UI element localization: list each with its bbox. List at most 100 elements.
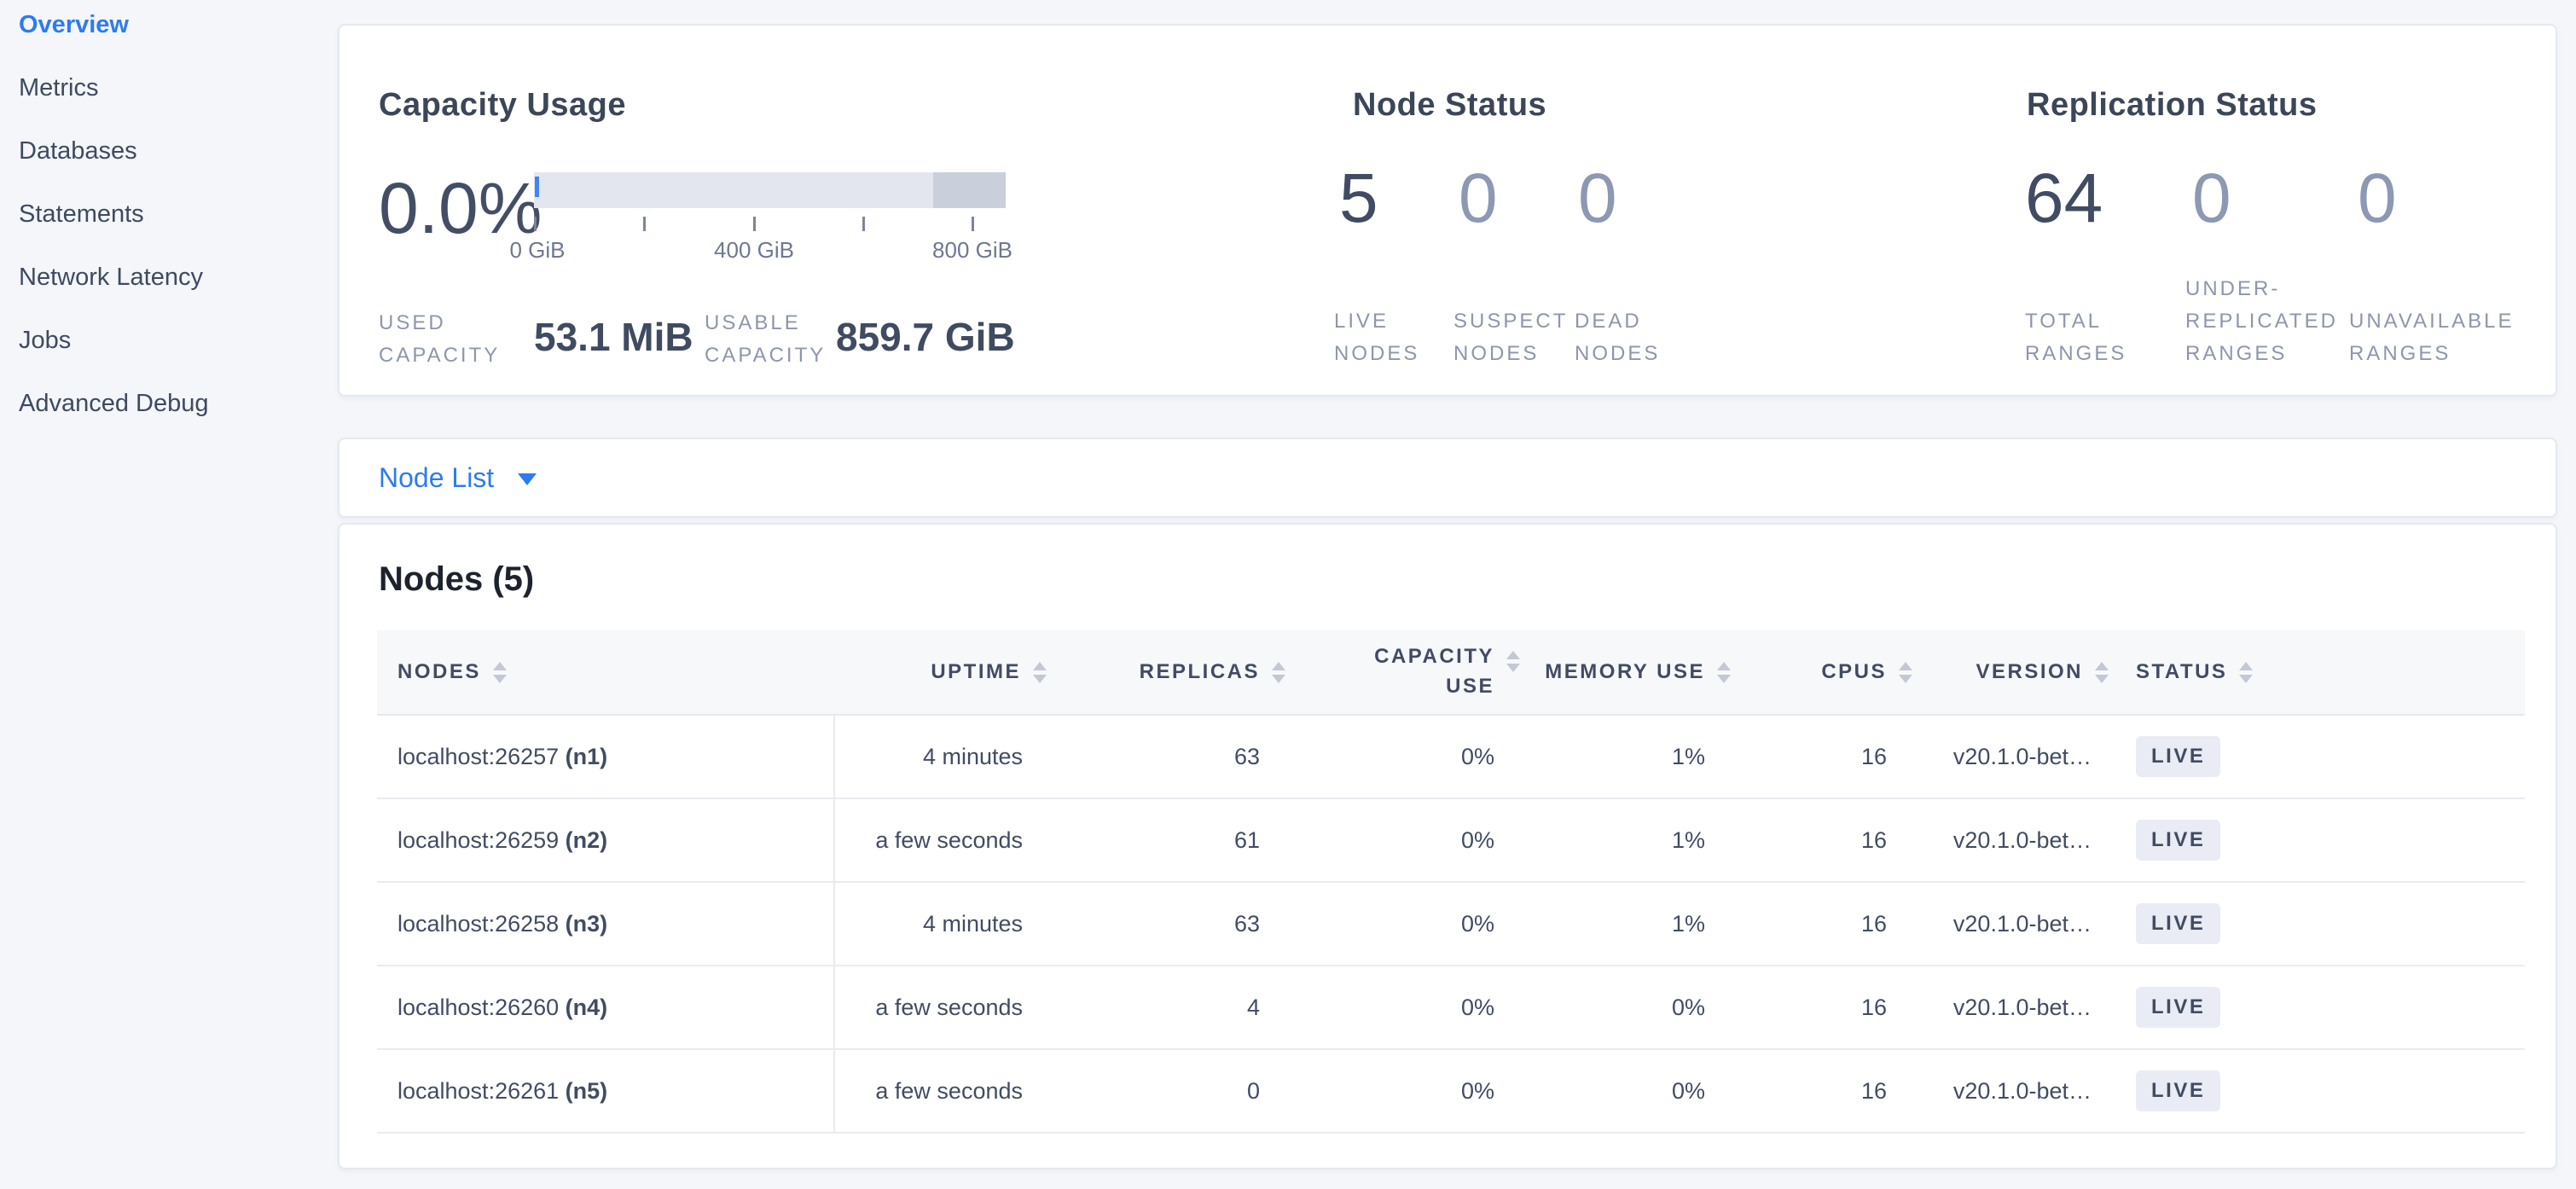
- status-badge: LIVE: [2136, 903, 2221, 944]
- used-capacity-label: USED CAPACITY: [379, 311, 501, 367]
- cell-replicas: 0: [1246, 1077, 1260, 1104]
- column-label: NODES: [397, 659, 481, 683]
- sidebar-item-advanced-debug[interactable]: Advanced Debug: [19, 390, 209, 417]
- node-link[interactable]: localhost:26258 (n3): [397, 911, 607, 937]
- sidebar-item-jobs[interactable]: Jobs: [19, 327, 72, 354]
- column-header-status[interactable]: STATUS: [2109, 630, 2525, 714]
- nodes-section-title: Nodes (5): [379, 560, 535, 598]
- axis-label-0: 0 GiB: [509, 237, 566, 263]
- status-badge: LIVE: [2136, 1070, 2221, 1111]
- cell-memory-use: 0%: [1671, 994, 1705, 1020]
- cell-cpus: 16: [1860, 1077, 1887, 1104]
- column-header-uptime[interactable]: UPTIME: [833, 630, 1047, 714]
- node-name-cell: localhost:26261 (n5): [377, 1078, 833, 1104]
- node-list-dropdown-label: Node List: [379, 462, 495, 493]
- node-id: (n2): [565, 826, 608, 853]
- sort-icon: [2239, 661, 2254, 683]
- nodes-card: Nodes (5) NODES UPTIME REPLICAS CAPACITY…: [338, 523, 2557, 1169]
- cell-uptime: a few seconds: [833, 1050, 1047, 1132]
- node-id: (n4): [565, 994, 608, 1020]
- sort-icon: [492, 661, 507, 683]
- capacity-bar-dark-segment: [933, 172, 1006, 208]
- column-header-memory-use[interactable]: MEMORY USE: [1520, 630, 1731, 714]
- table-row: localhost:26257 (n1) 4 minutes 63 0% 1% …: [377, 716, 2525, 799]
- cell-version: v20.1.0-bet…: [1952, 1077, 2092, 1104]
- cell-capacity-use: 0%: [1460, 826, 1494, 853]
- usable-capacity-label: USABLE CAPACITY: [705, 311, 827, 367]
- node-link[interactable]: localhost:26261 (n5): [397, 1078, 607, 1104]
- nodes-table: NODES UPTIME REPLICAS CAPACITY USE MEMOR…: [377, 630, 2525, 1134]
- capacity-used-percent: 0.0%: [379, 168, 542, 248]
- cluster-summary-card: Capacity Usage 0.0% 0 GiB 400 GiB 800 Gi…: [338, 24, 2557, 397]
- sidebar: Overview Metrics Databases Statements Ne…: [0, 0, 338, 435]
- cell-status: LIVE: [2109, 903, 2525, 944]
- node-name-cell: localhost:26257 (n1): [377, 745, 833, 768]
- node-address: localhost:26257: [397, 743, 560, 769]
- capacity-usage-title: Capacity Usage: [379, 87, 627, 123]
- node-status-title: Node Status: [1353, 87, 1547, 123]
- sidebar-item-overview[interactable]: Overview: [19, 11, 129, 38]
- sidebar-item-network-latency[interactable]: Network Latency: [19, 264, 203, 291]
- node-id: (n5): [565, 1077, 608, 1104]
- axis-tick: [972, 217, 974, 231]
- column-header-cpus[interactable]: CPUS: [1731, 630, 1912, 714]
- usable-capacity-value: 859.7 GiB: [836, 315, 1015, 359]
- column-header-nodes[interactable]: NODES: [377, 630, 833, 714]
- view-selector-card: Node List: [338, 438, 2557, 518]
- cell-version: v20.1.0-bet…: [1952, 994, 2092, 1020]
- cell-capacity-use: 0%: [1460, 743, 1494, 769]
- column-header-capacity-use[interactable]: CAPACITY USE: [1285, 630, 1520, 714]
- table-row: localhost:26261 (n5) a few seconds 0 0% …: [377, 1050, 2525, 1134]
- cell-uptime: 4 minutes: [833, 883, 1047, 965]
- cell-status: LIVE: [2109, 820, 2525, 861]
- column-header-version[interactable]: VERSION: [1912, 630, 2109, 714]
- sidebar-item-databases[interactable]: Databases: [19, 137, 137, 165]
- column-header-replicas[interactable]: REPLICAS: [1047, 630, 1285, 714]
- live-nodes-label: LIVE NODES: [1334, 310, 1420, 365]
- node-name-cell: localhost:26260 (n4): [377, 995, 833, 1020]
- cell-capacity-use: 0%: [1460, 910, 1494, 937]
- chevron-down-icon: [518, 473, 537, 485]
- suspect-nodes-label: SUSPECT NODES: [1453, 310, 1569, 365]
- axis-tick: [534, 217, 537, 231]
- cell-version: v20.1.0-bet…: [1952, 743, 2092, 769]
- column-label: STATUS: [2136, 659, 2228, 683]
- cell-memory-use: 0%: [1671, 1077, 1705, 1104]
- cell-replicas: 4: [1246, 994, 1260, 1020]
- cell-uptime: a few seconds: [833, 799, 1047, 881]
- node-link[interactable]: localhost:26259 (n2): [397, 827, 607, 853]
- cell-replicas: 63: [1233, 910, 1260, 937]
- cell-capacity-use: 0%: [1460, 994, 1494, 1020]
- node-link[interactable]: localhost:26257 (n1): [397, 744, 607, 769]
- sort-icon: [1506, 651, 1520, 672]
- node-link[interactable]: localhost:26260 (n4): [397, 995, 607, 1020]
- total-ranges-label: TOTAL RANGES: [2025, 310, 2127, 365]
- sidebar-item-metrics[interactable]: Metrics: [19, 74, 99, 102]
- cell-capacity-use: 0%: [1460, 1077, 1494, 1104]
- column-label: REPLICAS: [1139, 659, 1260, 683]
- node-list-dropdown[interactable]: Node List: [339, 439, 2556, 516]
- cell-memory-use: 1%: [1671, 743, 1705, 769]
- cell-cpus: 16: [1860, 826, 1887, 853]
- axis-tick: [862, 217, 865, 231]
- column-label: CAPACITY USE: [1374, 645, 1494, 698]
- cell-status: LIVE: [2109, 1070, 2525, 1111]
- node-id: (n3): [565, 910, 608, 937]
- unavailable-ranges-label: UNAVAILABLE RANGES: [2349, 310, 2515, 365]
- unavailable-ranges-count: 0: [2358, 160, 2397, 237]
- sort-icon: [1033, 661, 1047, 683]
- cell-cpus: 16: [1860, 994, 1887, 1020]
- cell-memory-use: 1%: [1671, 910, 1705, 937]
- cell-cpus: 16: [1860, 910, 1887, 937]
- column-label: CPUS: [1821, 659, 1887, 683]
- status-badge: LIVE: [2136, 820, 2221, 861]
- sort-icon: [1272, 661, 1285, 683]
- sidebar-item-statements[interactable]: Statements: [19, 200, 144, 228]
- cell-uptime: 4 minutes: [833, 716, 1047, 798]
- axis-label-800: 800 GiB: [932, 237, 1012, 263]
- under-replicated-ranges-count: 0: [2192, 160, 2231, 237]
- used-capacity-marker: [535, 177, 539, 197]
- sort-icon: [2095, 661, 2109, 683]
- node-address: localhost:26259: [397, 826, 560, 853]
- node-address: localhost:26258: [397, 910, 560, 937]
